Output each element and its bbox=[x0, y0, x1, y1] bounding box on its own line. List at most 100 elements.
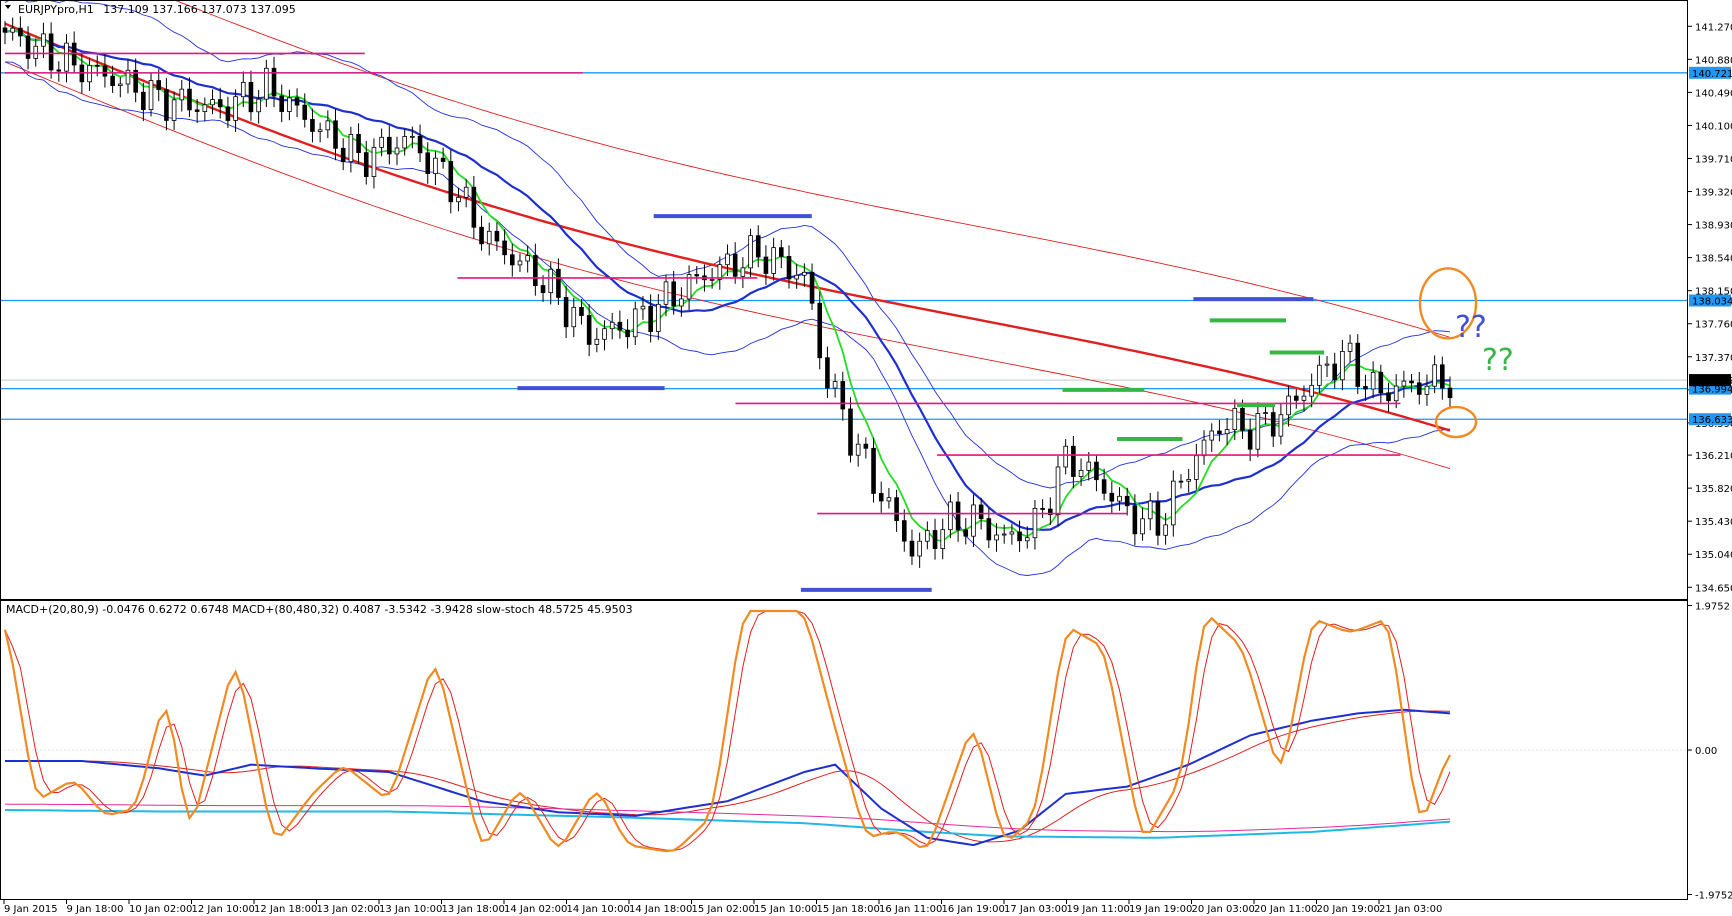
candle-body bbox=[1124, 495, 1130, 507]
stoch-main-line bbox=[3, 609, 1451, 853]
candle-body bbox=[1017, 531, 1022, 542]
candle-body bbox=[740, 267, 746, 277]
candle-body bbox=[786, 256, 792, 280]
candle-body bbox=[133, 69, 138, 93]
candle-body bbox=[763, 256, 769, 274]
y-tick-label: 1.9752 bbox=[1695, 601, 1730, 612]
candle-body bbox=[148, 80, 154, 110]
candle-body bbox=[141, 91, 146, 110]
candle-body bbox=[917, 540, 922, 557]
candle-body bbox=[948, 501, 953, 531]
highlight-ellipse bbox=[1418, 267, 1478, 340]
candle-body bbox=[117, 83, 123, 86]
candle-body bbox=[625, 329, 630, 338]
question-annotation-green: ?? bbox=[1482, 343, 1514, 378]
candle-body bbox=[33, 45, 39, 59]
candle-body bbox=[609, 321, 615, 330]
candle-body bbox=[1048, 508, 1053, 516]
candle-body bbox=[663, 281, 669, 305]
candle-body bbox=[1263, 412, 1268, 414]
candle-body bbox=[901, 520, 907, 542]
candle-body bbox=[479, 226, 484, 245]
candle-body bbox=[1071, 445, 1076, 477]
candle-body bbox=[978, 504, 984, 519]
candle-body bbox=[433, 157, 438, 175]
candle-body bbox=[164, 89, 169, 121]
candle-body bbox=[686, 274, 692, 300]
y-tick-label: 139.710 bbox=[1695, 154, 1732, 165]
candle-body bbox=[394, 147, 400, 155]
candle-body bbox=[125, 69, 131, 85]
x-tick-label: 12 Jan 18:00 bbox=[254, 904, 317, 915]
candle-body bbox=[371, 146, 377, 177]
indicator-panel-frame bbox=[0, 600, 1688, 900]
x-tick-label: 14 Jan 10:00 bbox=[567, 904, 630, 915]
candle-body bbox=[732, 253, 738, 277]
candle-body bbox=[1147, 500, 1153, 520]
price-panel-frame bbox=[0, 0, 1688, 600]
candle-body bbox=[955, 501, 961, 531]
candle-body bbox=[594, 338, 600, 345]
candle-body bbox=[1363, 386, 1368, 390]
candle-body bbox=[94, 64, 100, 67]
x-tick-label: 13 Jan 02:00 bbox=[317, 904, 380, 915]
candle-body bbox=[1109, 492, 1115, 502]
ma-mid-line bbox=[4, 29, 1451, 531]
candle-body bbox=[548, 268, 554, 294]
candle-body bbox=[1224, 429, 1230, 435]
stoch-signal-line bbox=[4, 610, 1451, 852]
candle-body bbox=[187, 88, 192, 111]
candle-body bbox=[1240, 407, 1245, 431]
candle-body bbox=[471, 186, 477, 228]
bollinger-lower-line bbox=[4, 61, 1451, 576]
candle-body bbox=[56, 69, 62, 72]
candle-body bbox=[1278, 414, 1284, 437]
candle-body bbox=[1393, 385, 1399, 402]
candle-body bbox=[848, 408, 853, 456]
candle-body bbox=[287, 97, 292, 112]
x-tick-label: 19 Jan 11:00 bbox=[1067, 904, 1130, 915]
candle-body bbox=[1009, 531, 1015, 535]
envelope-lower-line bbox=[4, 61, 1451, 470]
x-tick-label: 16 Jan 11:00 bbox=[879, 904, 942, 915]
candle-body bbox=[25, 35, 31, 59]
candle-body bbox=[248, 81, 254, 113]
candle-body bbox=[240, 81, 246, 98]
candle-body bbox=[1140, 518, 1145, 535]
candle-body bbox=[1032, 508, 1038, 539]
candle-body bbox=[1309, 384, 1314, 397]
candle-body bbox=[1247, 429, 1253, 450]
candle-body bbox=[1040, 508, 1045, 510]
candle-body bbox=[825, 357, 830, 389]
candle-body bbox=[325, 120, 331, 131]
price-tag-label: 140.721 bbox=[1692, 69, 1732, 80]
y-tick-label: 140.100 bbox=[1695, 121, 1732, 132]
candle-body bbox=[1094, 461, 1099, 481]
price-tag-label: 136.994 bbox=[1692, 385, 1732, 396]
indicator-panel bbox=[0, 609, 1688, 853]
candle-body bbox=[1155, 500, 1161, 536]
candle-body bbox=[1424, 385, 1430, 395]
candle-body bbox=[502, 240, 507, 256]
candle-body bbox=[1317, 364, 1322, 386]
candle-body bbox=[525, 255, 530, 262]
y-tick-label: 0.00 bbox=[1695, 746, 1717, 757]
candle-body bbox=[1409, 380, 1414, 384]
candle-body bbox=[333, 120, 338, 149]
x-tick-label: 13 Jan 18:00 bbox=[442, 904, 505, 915]
candle-body bbox=[679, 298, 684, 307]
candle-body bbox=[586, 315, 592, 345]
candle-body bbox=[317, 129, 323, 132]
candle-body bbox=[1086, 461, 1092, 471]
candle-body bbox=[894, 497, 899, 522]
x-tick-label: 10 Jan 02:00 bbox=[129, 904, 192, 915]
candle-body bbox=[1163, 524, 1168, 536]
macd-fast-signal-line bbox=[5, 710, 1451, 843]
candle-body bbox=[1401, 380, 1407, 387]
y-tick-label: 140.490 bbox=[1695, 88, 1732, 99]
collapse-triangle-icon[interactable] bbox=[5, 5, 11, 9]
y-tick-label: 139.320 bbox=[1695, 188, 1732, 199]
candle-body bbox=[171, 99, 177, 121]
x-tick-label: 15 Jan 18:00 bbox=[817, 904, 880, 915]
